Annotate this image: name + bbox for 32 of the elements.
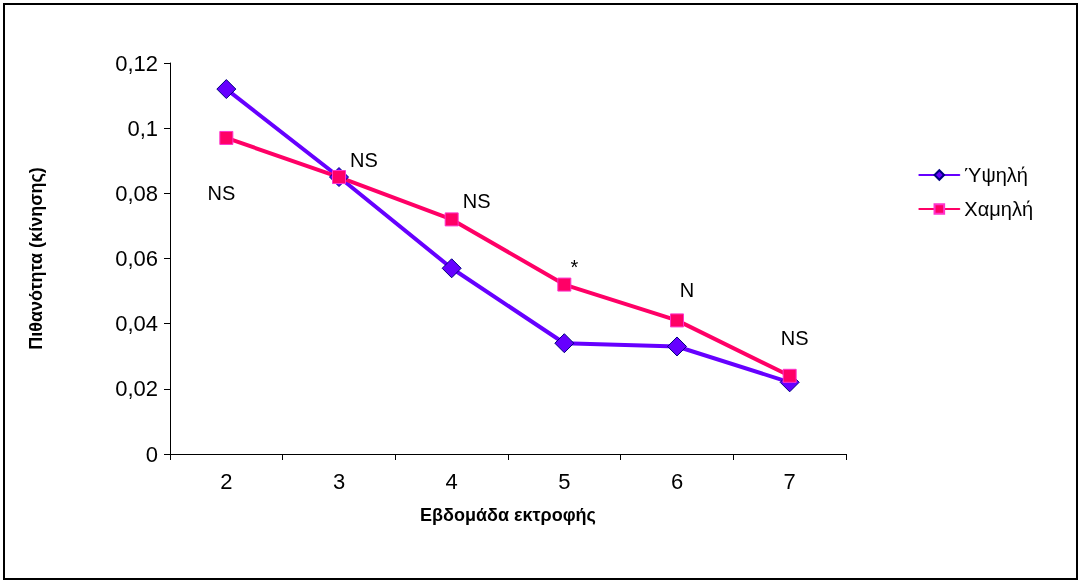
legend-label: Χαμηλή	[964, 198, 1033, 220]
x-tick-label: 3	[332, 468, 346, 494]
y-tick-label: 0,02	[115, 376, 158, 402]
y-tick-label: 0,12	[115, 50, 158, 76]
point	[216, 79, 237, 100]
y-tick-label: 0,08	[115, 180, 158, 206]
y-axis-title: Πιθανότητα (κίνησης)	[26, 167, 46, 350]
point	[667, 336, 687, 357]
point	[444, 212, 459, 227]
annotation: NS	[207, 181, 236, 204]
point	[670, 313, 684, 328]
annotation: NS	[350, 149, 378, 172]
point	[557, 277, 572, 292]
point	[219, 130, 234, 145]
x-axis-title: Εβδομάδα εκτροφής	[420, 505, 596, 525]
x-tick-label: 4	[445, 468, 458, 494]
point	[441, 258, 462, 279]
annotation: *	[570, 255, 579, 278]
x-tick-label: 7	[783, 468, 796, 494]
legend-label: Ύψηλή	[964, 164, 1028, 186]
point	[782, 368, 797, 383]
annotation: NS	[462, 190, 491, 213]
y-tick-label: 0,1	[127, 115, 158, 141]
y-tick-label: 0,06	[115, 246, 158, 271]
y-tick-label: 0	[145, 441, 158, 467]
point	[554, 333, 575, 354]
y-tick-label: 0,04	[115, 311, 158, 337]
annotation: NS	[780, 326, 809, 349]
annotation: N	[679, 279, 695, 302]
x-tick-label: 6	[670, 468, 684, 494]
x-tick-label: 2	[220, 468, 233, 494]
x-tick-label: 5	[558, 468, 571, 494]
